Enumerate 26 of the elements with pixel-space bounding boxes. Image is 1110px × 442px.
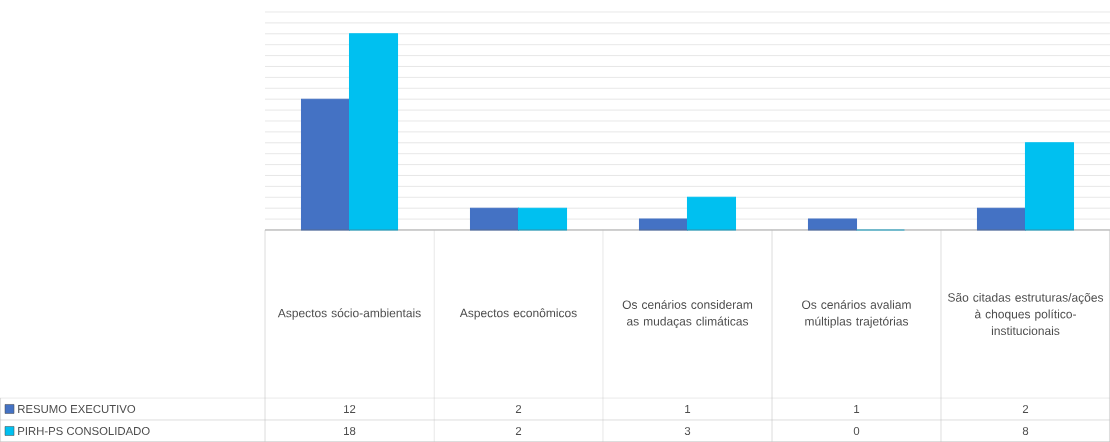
data-label: 8 bbox=[1022, 426, 1029, 435]
legend-label: PIRH-PS CONSOLIDADO bbox=[18, 426, 150, 435]
data-label: 2 bbox=[1022, 405, 1029, 413]
data-label: 1 bbox=[685, 405, 691, 413]
x-tick-label: Os cenários consideram as mudaças climáticas bbox=[622, 299, 753, 329]
bar bbox=[976, 207, 1027, 231]
bar bbox=[517, 207, 568, 231]
data-label: 18 bbox=[344, 426, 356, 435]
data-label: 1 bbox=[854, 405, 860, 413]
bar bbox=[638, 218, 689, 231]
x-tick-label: Aspectos sócio-ambientais bbox=[277, 308, 421, 320]
data-label: 3 bbox=[684, 426, 691, 435]
bar bbox=[469, 207, 520, 231]
bar bbox=[300, 98, 351, 231]
bar bbox=[686, 196, 737, 231]
data-label: 2 bbox=[515, 427, 522, 435]
bar bbox=[1024, 142, 1075, 231]
data-label: 12 bbox=[344, 405, 356, 413]
x-tick-label: São citadas estruturas/ações à choques político-institucionais bbox=[948, 292, 1104, 336]
data-label: 2 bbox=[515, 405, 522, 413]
legend-label: RESUMO EXECUTIVO bbox=[18, 404, 136, 413]
bar bbox=[348, 33, 399, 231]
data-label: 0 bbox=[853, 426, 860, 435]
x-tick-label: Os cenários avaliam múltiplas trajetórias bbox=[802, 299, 911, 328]
bar bbox=[807, 218, 858, 231]
x-tick-label: Aspectos econômicos bbox=[459, 308, 577, 320]
